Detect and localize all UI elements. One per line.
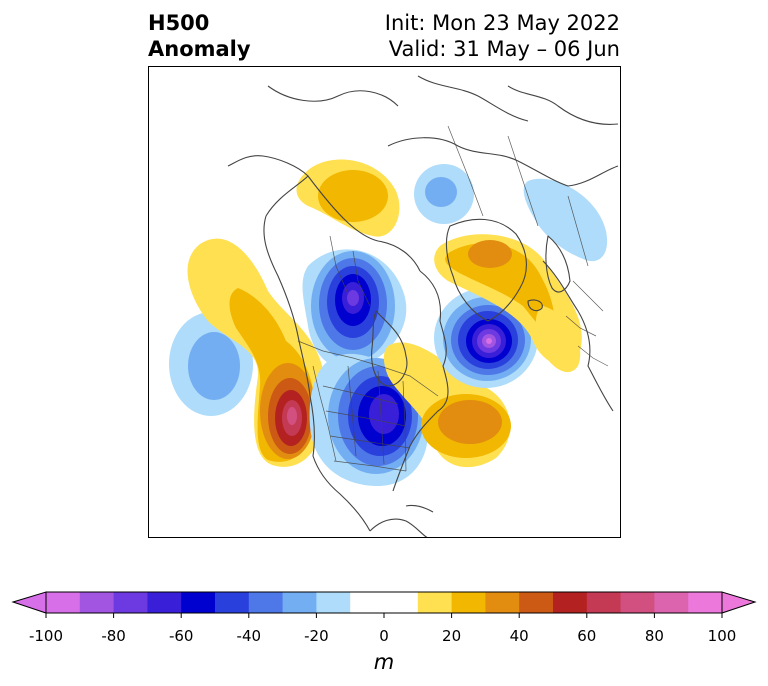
anomaly-low-north-europe xyxy=(523,178,608,262)
colorbar-segment xyxy=(248,592,284,613)
colorbar-segment xyxy=(384,592,419,613)
h500-anomaly-map xyxy=(148,66,621,538)
anomaly-contours xyxy=(169,159,608,486)
title-valid-range: Valid: 31 May – 06 Jun xyxy=(388,37,620,61)
coastlines xyxy=(227,75,619,538)
title-init-date: Init: Mon 23 May 2022 xyxy=(384,11,620,35)
colorbar-segment xyxy=(147,592,182,613)
colorbar-segment xyxy=(113,592,148,613)
colorbar-ticks: -100 -80 -60 -40 -20 0 20 40 60 80 100 xyxy=(29,613,736,645)
colorbar-segment xyxy=(316,592,351,613)
anomaly-low-canada xyxy=(302,249,407,370)
anomaly-high-east-canada xyxy=(383,342,511,468)
colorbar-segment xyxy=(485,592,520,613)
colorbar-segment xyxy=(620,592,655,613)
colorbar-tick-label: -80 xyxy=(101,627,126,645)
colorbar-segment xyxy=(181,592,216,613)
colorbar-unit-label: m xyxy=(374,650,394,674)
colorbar-segment xyxy=(553,592,588,613)
colorbar-tick-label: 60 xyxy=(577,627,596,645)
colorbar-tick-label: 0 xyxy=(379,627,389,645)
colorbar-tick-label: 40 xyxy=(510,627,529,645)
colorbar-segment xyxy=(282,592,317,613)
colorbar-segment xyxy=(350,592,385,613)
colorbar-tick-label: 80 xyxy=(645,627,664,645)
colorbar-tick-label: 100 xyxy=(708,627,737,645)
anomaly-low-north-atlantic xyxy=(434,288,538,388)
colorbar-segments xyxy=(46,592,723,613)
colorbar-segment xyxy=(46,592,81,613)
colorbar-tick-label: -100 xyxy=(29,627,63,645)
political-boundaries xyxy=(297,125,609,472)
anomaly-low-arctic xyxy=(414,164,474,224)
title-field-name: H500 xyxy=(148,11,210,35)
chart-title-left: H500 Anomaly xyxy=(148,10,251,62)
colorbar-extend-max-arrow xyxy=(721,591,757,614)
colorbar-tick-label: -60 xyxy=(169,627,194,645)
anomaly-high-mediterranean xyxy=(535,306,581,373)
colorbar-extend-min-arrow xyxy=(11,591,47,614)
colorbar-segment xyxy=(519,592,554,613)
title-field-type: Anomaly xyxy=(148,37,251,61)
anomaly-high-siberia xyxy=(296,159,400,237)
anomaly-low-central-us xyxy=(309,353,428,486)
colorbar-segment xyxy=(417,592,453,613)
colorbar-segment xyxy=(688,592,723,613)
colorbar-segment xyxy=(451,592,486,613)
colorbar: -100 -80 -60 -40 -20 0 20 40 60 80 100 m xyxy=(11,591,757,674)
colorbar-tick-label: 20 xyxy=(442,627,461,645)
colorbar-segment xyxy=(79,592,115,613)
chart-title-right: Init: Mon 23 May 2022 Valid: 31 May – 06… xyxy=(385,10,620,62)
colorbar-tick-label: -40 xyxy=(237,627,262,645)
colorbar-tick-label: -20 xyxy=(304,627,329,645)
colorbar-segment xyxy=(586,592,622,613)
colorbar-segment xyxy=(654,592,689,613)
map-frame xyxy=(148,66,621,538)
colorbar-segment xyxy=(215,592,250,613)
anomaly-high-west-coast xyxy=(187,238,326,467)
